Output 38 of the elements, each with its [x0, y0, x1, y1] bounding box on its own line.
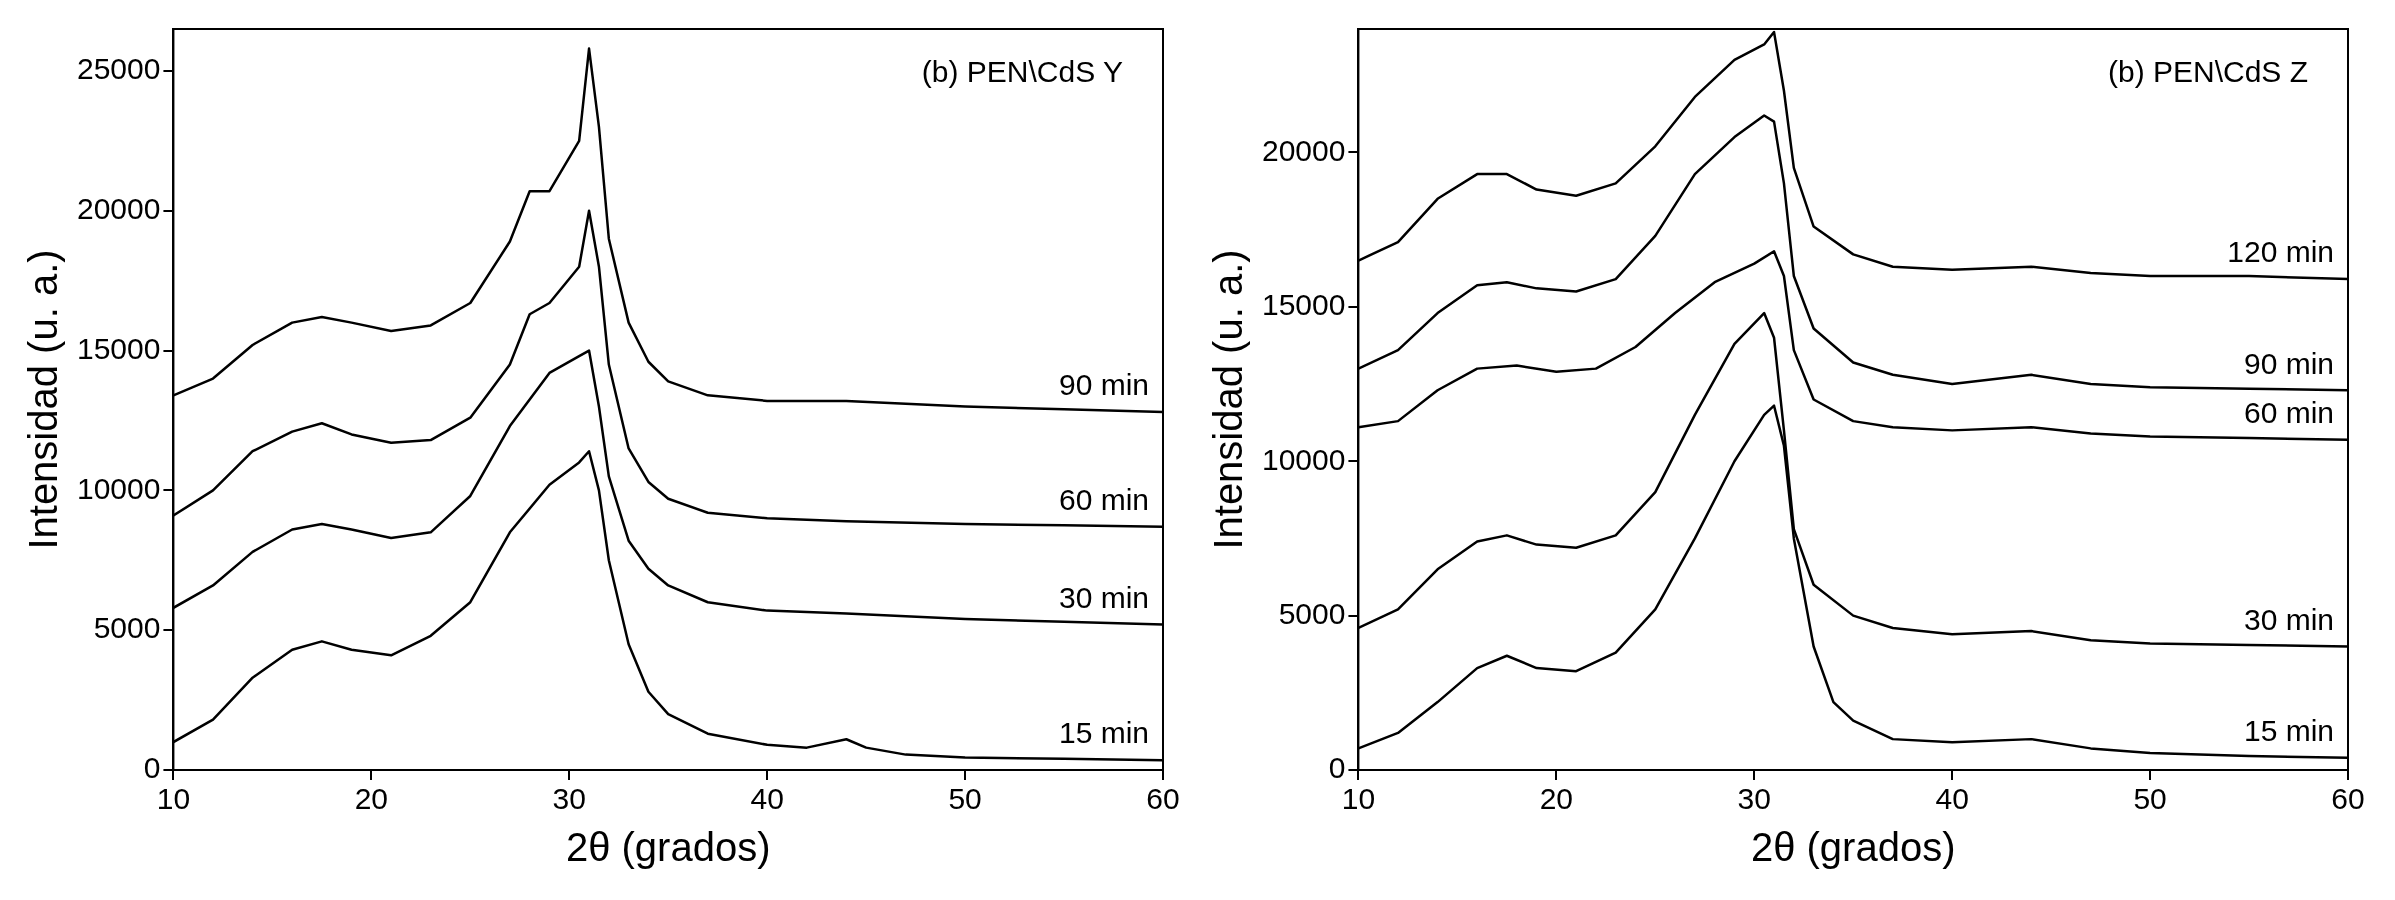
y-tick-label: 20000	[1261, 133, 1346, 167]
y-axis-title: Intensidad (u. a.)	[21, 249, 66, 550]
series-label: 60 min	[2243, 395, 2334, 429]
y-tick-label: 15000	[1261, 288, 1346, 322]
y-tick-label: 15000	[76, 331, 161, 365]
series-label: 30 min	[1058, 580, 1149, 614]
x-tick-label: 30	[1737, 782, 1771, 816]
x-tick-label: 30	[552, 782, 586, 816]
y-axis-title: Intensidad (u. a.)	[1206, 249, 1251, 550]
y-tick-label: 0	[1328, 751, 1346, 785]
text: (b) PEN\CdS Y	[921, 55, 1123, 89]
y-tick-label: 25000	[76, 52, 161, 86]
y-tick-label: 20000	[76, 192, 161, 226]
x-tick-label: 40	[1935, 782, 1969, 816]
x-tick-label: 10	[156, 782, 191, 816]
x-tick-label: 60	[1146, 782, 1180, 816]
x-tick-label: 20	[1539, 782, 1574, 816]
x-axis-title: 2θ (grados)	[565, 825, 771, 870]
series-label: 30 min	[2243, 602, 2334, 636]
x-tick-label: 50	[948, 782, 982, 816]
series-label: 90 min	[1058, 368, 1149, 402]
y-tick-label: 0	[143, 751, 161, 785]
y-tick-label: 10000	[1261, 442, 1346, 476]
x-tick-label: 50	[2133, 782, 2167, 816]
text: (b) PEN\CdS Z	[2107, 55, 2308, 89]
series-label: 15 min	[2243, 713, 2334, 747]
x-tick-label: 60	[2331, 782, 2365, 816]
y-tick-label: 10000	[76, 471, 161, 505]
y-tick-label: 5000	[1278, 596, 1346, 630]
x-tick-label: 20	[354, 782, 389, 816]
x-tick-label: 40	[750, 782, 784, 816]
series-label: 120 min	[2227, 235, 2334, 269]
series-label: 15 min	[1058, 716, 1149, 750]
y-tick-label: 5000	[93, 611, 161, 645]
series-label: 90 min	[2243, 346, 2334, 380]
x-axis-title: 2θ (grados)	[1750, 825, 1956, 870]
x-tick-label: 10	[1341, 782, 1376, 816]
series-label: 60 min	[1058, 482, 1149, 516]
